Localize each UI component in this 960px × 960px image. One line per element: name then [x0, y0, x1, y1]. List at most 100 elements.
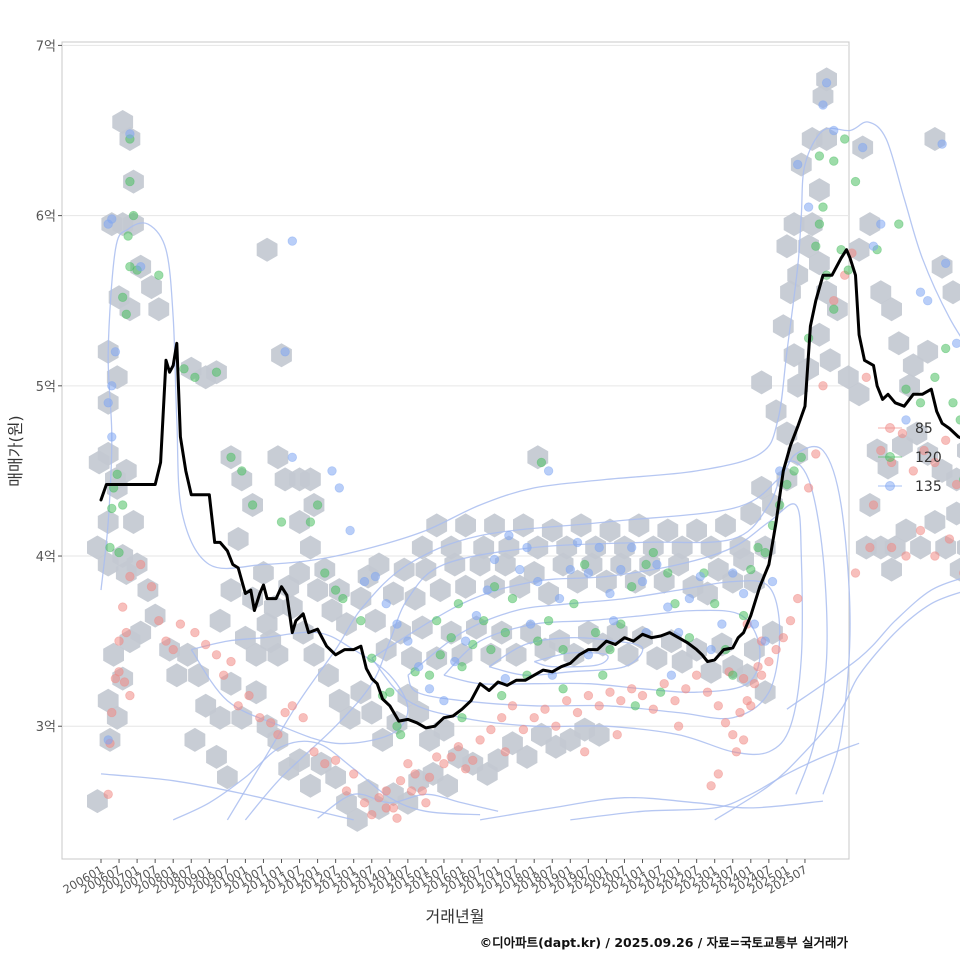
point-120: [457, 662, 467, 672]
hexbin-cell: [881, 297, 902, 322]
hexbin-cell: [892, 433, 913, 458]
point-85: [941, 435, 951, 446]
hexbin-cell: [599, 518, 621, 543]
median-trend-line: [99, 248, 960, 730]
hexbin-cell: [231, 467, 253, 492]
hexbin-cell: [339, 705, 361, 730]
point-85: [648, 704, 659, 714]
point-135: [489, 554, 500, 565]
point-120: [746, 564, 756, 575]
point-85: [406, 786, 417, 796]
hexbin-cell: [408, 700, 430, 725]
point-120: [648, 547, 659, 558]
point-85: [439, 759, 449, 769]
hexbin-cell: [300, 535, 321, 560]
point-85: [861, 372, 872, 383]
point-85: [771, 644, 781, 655]
hexbin-cell: [245, 642, 267, 667]
point-120: [117, 292, 128, 303]
hexbin-cell: [783, 343, 805, 368]
hexbin-cell: [946, 501, 960, 526]
hexbin-cell: [325, 765, 346, 790]
point-85: [121, 627, 132, 638]
point-120: [710, 599, 720, 609]
point-135: [616, 564, 626, 575]
hexbin-cell: [484, 513, 505, 538]
point-120: [915, 398, 926, 408]
legend-label: 120: [915, 450, 942, 466]
point-135: [543, 466, 554, 476]
point-120: [590, 627, 601, 638]
point-120: [395, 730, 406, 740]
hexbin-cell: [318, 663, 339, 688]
point-135: [738, 588, 749, 599]
density-contour: [190, 631, 409, 745]
point-120: [663, 568, 673, 578]
point-135: [901, 415, 911, 425]
point-120: [930, 372, 940, 383]
point-120: [356, 616, 366, 626]
point-85: [551, 721, 561, 731]
point-120: [533, 636, 543, 646]
point-135: [525, 619, 536, 629]
point-85: [244, 690, 254, 701]
point-135: [424, 684, 435, 694]
density-contour: [570, 742, 860, 821]
point-120: [760, 547, 770, 558]
hexbin-cell: [87, 535, 108, 560]
point-120: [814, 151, 825, 161]
point-135: [460, 636, 471, 646]
point-135: [760, 636, 770, 646]
point-120: [468, 639, 478, 650]
point-135: [414, 662, 424, 672]
point-120: [850, 176, 861, 187]
point-85: [886, 542, 897, 553]
hexbin-cell: [729, 535, 751, 560]
point-85: [190, 627, 200, 638]
hexbin-cell: [227, 527, 249, 551]
point-135: [107, 432, 117, 442]
point-85: [720, 718, 731, 728]
point-135: [608, 616, 619, 626]
point-85: [616, 696, 626, 706]
hexbin-cell: [809, 178, 830, 203]
hexbin-cell: [220, 578, 242, 603]
point-120: [117, 500, 128, 510]
point-135: [858, 142, 868, 153]
point-120: [125, 176, 135, 187]
hexbin-cell: [321, 598, 343, 623]
point-85: [446, 752, 456, 762]
hexbin-cell: [509, 574, 531, 599]
point-85: [154, 616, 164, 626]
hexbin-cell: [97, 688, 119, 713]
point-135: [695, 571, 706, 582]
point-85: [287, 701, 298, 711]
legend-key-point: [885, 423, 895, 433]
point-85: [901, 551, 911, 561]
point-120: [569, 599, 579, 609]
hexbin-cell: [787, 263, 809, 288]
point-85: [392, 813, 402, 823]
point-85: [114, 636, 124, 646]
point-85: [829, 296, 839, 306]
hexbin-cell: [231, 705, 253, 730]
point-85: [273, 730, 283, 740]
point-120: [457, 713, 467, 723]
point-120: [424, 670, 435, 680]
point-85: [255, 713, 265, 723]
point-135: [500, 673, 511, 684]
hexbin-cell: [440, 620, 462, 645]
hexbin-cell: [798, 234, 819, 259]
point-85: [395, 776, 406, 786]
point-120: [305, 517, 316, 527]
hexbin-cell: [372, 727, 393, 752]
point-135: [706, 644, 716, 655]
point-120: [948, 398, 958, 408]
point-85: [117, 602, 128, 612]
hexbin-cell: [895, 518, 917, 543]
point-135: [941, 258, 951, 269]
hexbin-cell: [206, 744, 227, 769]
point-85: [309, 747, 319, 757]
point-85: [453, 742, 464, 752]
point-120: [543, 616, 554, 626]
